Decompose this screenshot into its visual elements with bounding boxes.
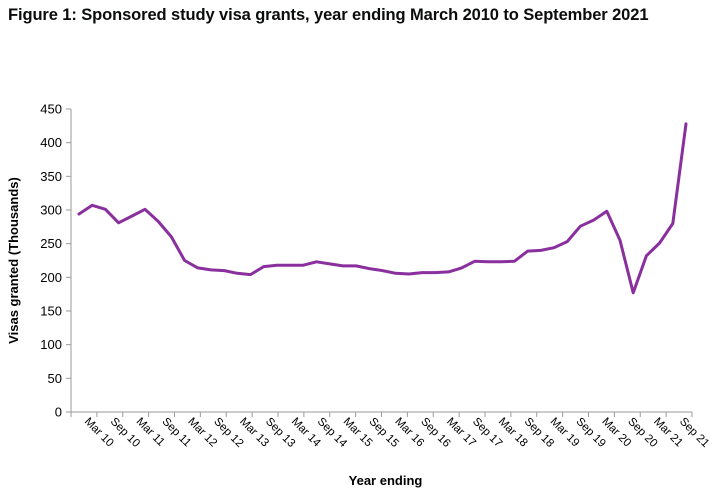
- y-tick-label: 50: [48, 371, 62, 386]
- data-point: [566, 240, 569, 243]
- series-line: [77, 122, 688, 295]
- data-point: [275, 264, 279, 267]
- data-point: [157, 220, 160, 223]
- data-point: [394, 272, 397, 275]
- data-point: [579, 225, 582, 228]
- data-point: [183, 259, 186, 262]
- data-point: [341, 264, 345, 268]
- data-point: [618, 239, 622, 242]
- y-tick-label: 400: [40, 135, 62, 150]
- data-point: [288, 264, 292, 267]
- data-point: [170, 235, 173, 239]
- data-point: [209, 268, 213, 272]
- data-point: [91, 204, 94, 207]
- data-point: [381, 269, 384, 272]
- data-point: [539, 249, 542, 252]
- y-tick-label: 100: [40, 337, 62, 352]
- x-tick-label: Sep 21: [677, 416, 711, 450]
- data-point: [434, 271, 437, 274]
- data-point: [632, 291, 635, 294]
- data-point: [500, 260, 503, 263]
- y-tick-label: 200: [40, 270, 62, 285]
- data-point: [117, 221, 120, 224]
- data-point: [671, 222, 674, 225]
- data-point: [513, 260, 516, 263]
- data-point: [77, 212, 81, 216]
- y-tick-label: 300: [40, 203, 62, 218]
- data-point: [130, 214, 133, 218]
- series-layer: [77, 122, 688, 295]
- figure-title: Figure 1: Sponsored study visa grants, y…: [8, 6, 649, 24]
- data-point: [645, 254, 648, 257]
- y-tick-label: 450: [40, 102, 62, 117]
- y-tick-label: 150: [40, 304, 62, 319]
- data-point: [368, 267, 371, 270]
- data-point: [592, 218, 595, 222]
- data-point: [249, 273, 252, 276]
- y-tick-label: 350: [40, 169, 62, 184]
- data-point: [407, 272, 411, 276]
- y-tick-label: 250: [40, 236, 62, 251]
- data-point: [605, 210, 608, 213]
- data-point: [447, 270, 450, 274]
- data-point: [473, 260, 477, 263]
- y-axis-label: Visas granted (Thousands): [6, 177, 21, 344]
- data-point: [143, 208, 147, 211]
- data-point: [486, 260, 490, 263]
- data-point: [684, 122, 688, 126]
- data-point: [354, 264, 358, 268]
- data-point: [460, 266, 463, 270]
- data-point: [315, 260, 318, 263]
- data-point: [236, 272, 239, 275]
- data-point: [420, 271, 424, 274]
- data-point: [552, 246, 556, 249]
- y-axis: 0 50 100 150 200 250 300 350 400 450: [40, 102, 72, 420]
- data-point: [104, 208, 107, 211]
- x-axis-label: Year ending: [349, 473, 423, 488]
- data-point: [262, 265, 265, 268]
- data-point: [526, 249, 529, 253]
- y-tick-label: 0: [55, 405, 62, 420]
- data-point: [223, 269, 226, 272]
- data-point: [658, 241, 661, 245]
- data-point: [302, 264, 305, 267]
- data-point: [328, 262, 331, 266]
- data-point: [196, 266, 199, 270]
